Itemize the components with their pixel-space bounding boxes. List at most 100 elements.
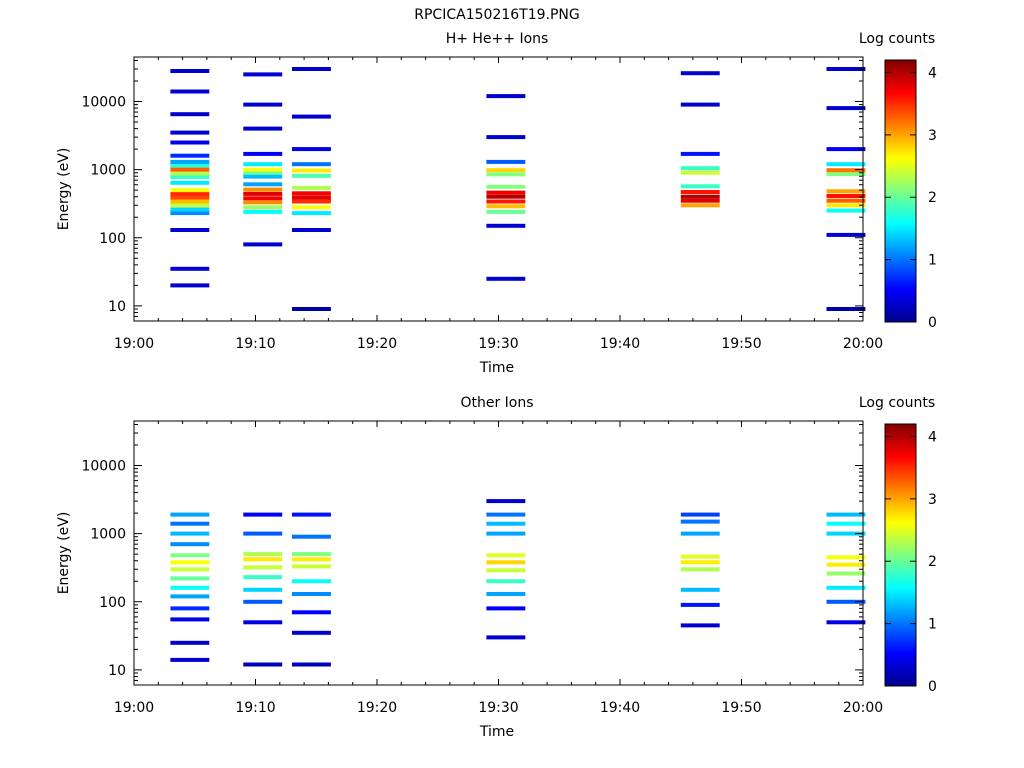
y-tick-label: 10000 [81, 459, 126, 475]
heatmap-cell [292, 162, 331, 167]
heatmap-cell [486, 606, 526, 611]
colorbar-tick-label: 0 [928, 679, 937, 695]
panels: 19:00 19:10 19:20 19:30 19:40 19:50 20:0010100… [56, 31, 937, 740]
heatmap-cell [826, 531, 866, 536]
heatmap-cell [292, 592, 331, 596]
heatmap-cell [243, 102, 283, 107]
heatmap-cell [292, 211, 331, 216]
heatmap-cell [170, 585, 210, 590]
heatmap-cell [292, 557, 331, 562]
heatmap-cell [826, 562, 866, 567]
heatmap-cell [486, 531, 526, 536]
heatmap-cell [486, 94, 526, 99]
colorbar-tick-label: 1 [928, 617, 937, 633]
heatmap-cell [486, 199, 526, 204]
heatmap-cell [292, 185, 331, 190]
x-tick-label: 19:30 [478, 336, 518, 352]
x-tick-label: 19:50 [721, 336, 761, 352]
heatmap-cell [170, 594, 210, 599]
colorbar-tick-label: 4 [928, 429, 937, 445]
panel-title: Other Ions [460, 395, 533, 411]
heatmap-cell [170, 542, 210, 547]
heatmap-cell [826, 585, 866, 590]
heatmap-cell [826, 232, 866, 237]
heatmap-cell [292, 307, 331, 311]
heatmap-cell [170, 283, 210, 288]
heatmap-cell [170, 89, 210, 94]
heatmap-cell [826, 67, 866, 71]
y-tick-label: 100 [99, 595, 126, 611]
heatmap-cell [680, 184, 720, 189]
heatmap-cell [243, 587, 283, 592]
heatmap-cell [486, 184, 526, 189]
heatmap-cell [170, 266, 210, 271]
heatmap-cell [170, 175, 210, 179]
heatmap-cell [680, 203, 720, 208]
heatmap-cell [292, 191, 331, 196]
heatmap-cell [486, 223, 526, 228]
heatmap-cell [826, 172, 866, 177]
y-axis: 10 100 1000 10000 [81, 59, 863, 322]
heatmap-cell [170, 180, 210, 185]
x-tick-label: 20:00 [843, 336, 883, 352]
heatmap-cell [292, 552, 331, 557]
heatmap-cell [826, 189, 866, 194]
y-tick-label: 1000 [90, 527, 126, 543]
heatmap-cell [680, 602, 720, 607]
heatmap-cell [170, 167, 210, 172]
heatmap-cell [826, 307, 866, 311]
heatmap-cell [170, 188, 210, 193]
heatmap-cell [826, 162, 866, 167]
heatmap-cell [243, 552, 283, 557]
heatmap-cell [170, 199, 210, 204]
heatmap-cell [170, 130, 210, 135]
heatmap-cell [170, 657, 210, 662]
heatmap-cell [243, 557, 283, 562]
x-tick-label: 19:40 [600, 336, 640, 352]
heatmap-cell [243, 599, 283, 604]
heatmap-cell [243, 209, 283, 214]
heatmap-cell [170, 171, 210, 176]
heatmap-cell [243, 196, 283, 201]
heatmap-cell [243, 72, 283, 77]
heatmap-cell [486, 209, 526, 214]
heatmap-cell [292, 114, 331, 119]
heatmap-cell [170, 112, 210, 117]
y-axis: 10 100 1000 10000 [81, 423, 863, 686]
heatmap-cell [243, 200, 283, 205]
heatmap-cell [292, 147, 331, 152]
y-tick-label: 100 [99, 231, 126, 247]
heatmap-cell [826, 106, 866, 111]
x-tick-label: 19:30 [478, 700, 518, 716]
heatmap-cell [170, 521, 210, 526]
heatmap-cell [292, 228, 331, 232]
colorbar-gradient [884, 423, 917, 687]
x-tick-label: 19:20 [357, 336, 397, 352]
heatmap-cell [486, 553, 526, 558]
heatmap-cell [243, 565, 283, 570]
heatmap-cell [243, 170, 283, 175]
heatmap-cell [826, 168, 866, 173]
heatmap-cell [243, 512, 283, 517]
heatmap-cell [680, 198, 720, 203]
heatmap-cell [170, 606, 210, 611]
heatmap-cell [292, 173, 331, 178]
heatmap-cell [486, 204, 526, 209]
colorbar-tick-label: 3 [928, 128, 937, 144]
y-axis-label: Energy (eV) [56, 148, 72, 231]
heatmap-cell [826, 521, 866, 526]
colorbar-tick-label: 4 [928, 65, 937, 81]
heatmap-cell [170, 163, 210, 168]
heatmap-cell [292, 534, 331, 539]
heatmap-cell [170, 140, 210, 145]
heatmap-cell [680, 166, 720, 171]
heatmap-cell [243, 151, 283, 156]
heatmap-cell [486, 276, 526, 281]
x-axis: 19:00 19:10 19:20 19:30 19:40 19:50 20:00 [114, 57, 883, 352]
heatmap-cell [170, 617, 210, 622]
x-tick-label: 19:20 [357, 700, 397, 716]
heatmap-cell [680, 567, 720, 572]
heatmap-cell [170, 553, 210, 558]
colorbar-tick-label: 3 [928, 492, 937, 508]
